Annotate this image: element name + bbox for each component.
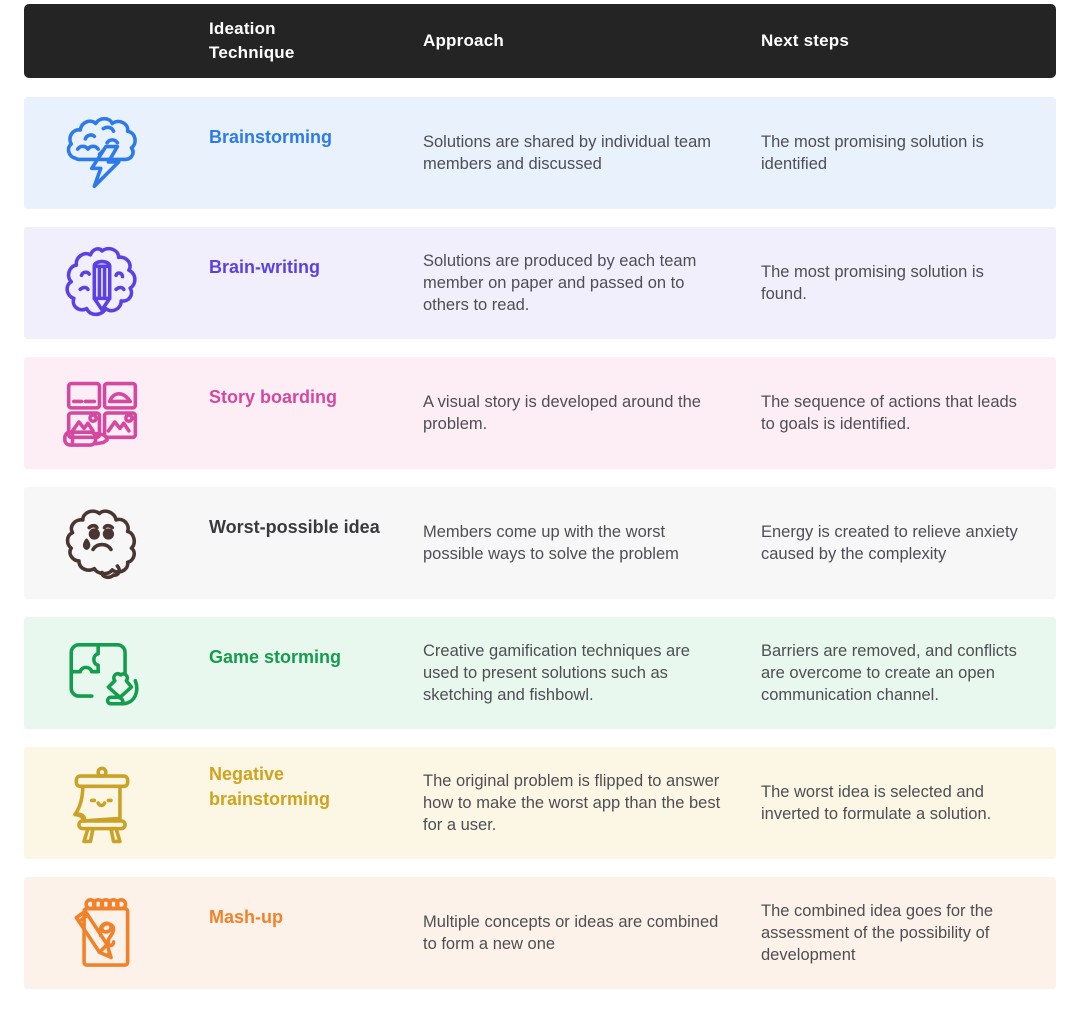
table-row: Worst-possible idea Members come up with… <box>24 487 1056 599</box>
storyboard-icon <box>24 357 209 469</box>
approach-text: Multiple concepts or ideas are combined … <box>423 913 719 953</box>
next-steps-text: Barriers are removed, and conflicts are … <box>761 642 1017 704</box>
approach-text: Solutions are produced by each team memb… <box>423 252 697 314</box>
table-row: Game storming Creative gamification tech… <box>24 617 1056 729</box>
header-cell-ideation-technique: Ideation Technique <box>209 19 295 62</box>
table-row: Brainstorming Solutions are shared by in… <box>24 97 1056 209</box>
approach-text: The original problem is flipped to answe… <box>423 772 721 834</box>
table-row: Negative brainstorming The original prob… <box>24 747 1056 859</box>
table-header-row: Ideation Technique Approach Next steps <box>24 4 1056 78</box>
next-steps-text: The sequence of actions that leads to go… <box>761 393 1017 433</box>
technique-name: Brainstorming <box>209 126 333 147</box>
technique-name: Story boarding <box>209 386 338 407</box>
approach-text: Solutions are shared by individual team … <box>423 133 712 173</box>
technique-name: Brain-writing <box>209 256 320 277</box>
approach-text: Creative gamification techniques are use… <box>423 642 690 704</box>
table-row: Mash-up Multiple concepts or ideas are c… <box>24 877 1056 989</box>
header-cell-approach: Approach <box>423 31 504 50</box>
table-row: Brain-writing Solutions are produced by … <box>24 227 1056 339</box>
technique-name: Worst-possible idea <box>209 516 380 537</box>
table-body: Brainstorming Solutions are shared by in… <box>24 97 1056 989</box>
sad-brain-icon <box>24 487 209 599</box>
next-steps-text: The worst idea is selected and inverted … <box>761 783 992 823</box>
table-row: Story boarding A visual story is develop… <box>24 357 1056 469</box>
next-steps-text: The most promising solution is found. <box>761 263 984 303</box>
next-steps-text: The most promising solution is identifie… <box>761 133 984 173</box>
technique-name: Mash-up <box>209 906 283 927</box>
easel-icon <box>24 747 209 859</box>
approach-text: A visual story is developed around the p… <box>423 393 701 433</box>
next-steps-text: Energy is created to relieve anxiety cau… <box>761 523 1018 563</box>
notepad-pencil-icon <box>24 877 209 989</box>
technique-name: Negative brainstorming <box>209 764 331 809</box>
ideation-table: Ideation Technique Approach Next steps B… <box>24 4 1056 989</box>
next-steps-text: The combined idea goes for the assessmen… <box>761 902 994 964</box>
approach-text: Members come up with the worst possible … <box>423 523 679 563</box>
brain-lightning-icon <box>24 97 209 209</box>
puzzle-hand-icon <box>24 617 209 729</box>
brain-pencil-icon <box>24 227 209 339</box>
header-cell-next-steps: Next steps <box>761 31 849 50</box>
technique-name: Game storming <box>209 646 342 667</box>
